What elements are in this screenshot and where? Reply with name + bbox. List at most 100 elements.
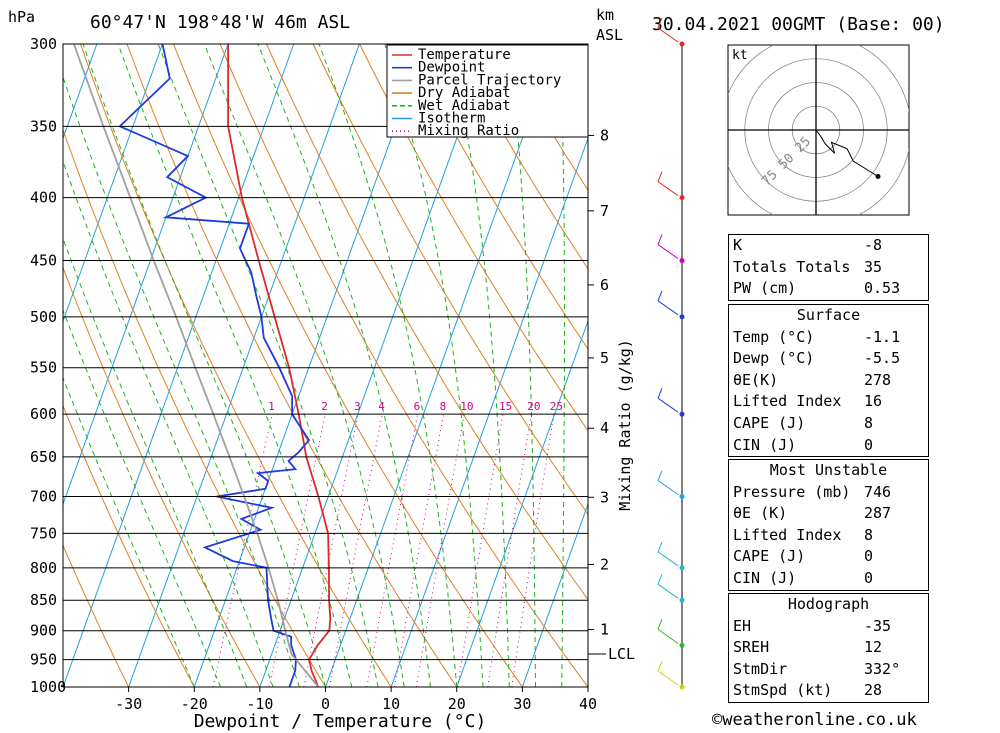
index-row-k: K -8 [729,235,928,257]
wind-level-dot [679,314,685,320]
wind-barb-flag [657,541,663,553]
index-label: PW (cm) [733,279,797,298]
surface-row: θE(K) 278 [729,370,928,392]
wind-barb [657,480,679,495]
mixing-ratio-label: 25 [550,400,563,413]
wind-barb [657,583,679,599]
mu-label: CAPE (J) [733,547,806,566]
wet-adiabat-line [449,44,510,687]
mixing-ratio-line [394,414,445,687]
km-tick-label: 4 [600,419,609,437]
x-tick-label: 10 [382,695,400,713]
asl-units: ASL [596,26,623,44]
copyright-footer[interactable]: ©weatheronline.co.uk [712,710,917,730]
hodo-value: 332° [864,659,901,678]
legend-label: Dry Adiabat [418,85,511,101]
pressure-tick-label: 700 [30,488,57,506]
pressure-tick-label: 750 [30,524,57,542]
surface-value: 16 [864,392,883,411]
wind-level-dot [679,258,685,264]
mu-row: CIN (J) 0 [729,568,928,590]
mu-value: 287 [864,504,892,523]
pressure-tick-label: 650 [30,448,57,466]
hodograph-end-point [875,174,881,179]
wet-adiabat-line [63,160,274,687]
mu-label: CIN (J) [733,568,797,587]
hodo-row: StmDir 332° [729,659,928,681]
surface-value: -1.1 [864,327,901,346]
dry-adiabat-line [359,44,588,432]
wet-adiabat-line [203,44,405,687]
isotherm-line [390,136,588,687]
wind-barb-flag [657,388,663,399]
legend-label: Wet Adiabat [418,98,511,114]
surface-label: Dewp (°C) [733,349,815,368]
surface-row: Temp (°C) -1.1 [729,327,928,349]
pressure-tick-label: 800 [30,559,57,577]
surface-label: Temp (°C) [733,327,815,346]
hodograph-units: kt [732,48,748,63]
wind-barb [657,300,679,316]
index-label: Totals Totals [733,257,851,276]
wind-barb [657,551,679,567]
wind-barb-flag [657,619,663,630]
wind-barb-flag [657,171,663,182]
wind-barb-flag [657,17,663,29]
km-tick-label: 7 [600,202,609,220]
mu-row: Lifted Index 8 [729,525,928,547]
wet-adiabat-line [63,376,195,687]
wind-level-dot [679,565,685,571]
hodograph-panel: Hodograph EH -35 SREH 12 StmDir 332° StmSpd… [728,593,929,703]
legend-label: Isotherm [418,111,485,127]
y-axis-units: hPa [8,8,35,26]
wind-level-dot [679,494,685,500]
dry-adiabat-line [173,44,523,687]
isotherm-line [193,44,426,687]
mixing-ratio-label: 10 [460,400,473,413]
wind-level-dot [679,642,685,648]
dry-adiabat-line [918,44,1000,687]
pressure-tick-label: 500 [30,308,57,326]
mixing-ratio-label: 4 [378,400,385,413]
index-value: 0.53 [864,279,901,298]
hodo-label: StmSpd (kt) [733,681,833,700]
km-tick-label: 5 [600,349,609,367]
mixing-ratio-label: 6 [414,400,421,413]
surface-value: 0 [864,435,874,454]
isotherm-line [0,44,31,687]
mixing-ratio-label: 1 [268,400,275,413]
wind-barb-flag [657,574,663,585]
surface-label: CAPE (J) [733,413,806,432]
mixing-ratio-line [303,414,359,687]
km-tick-label: 6 [600,276,609,294]
mu-label: Lifted Index [733,525,842,544]
dry-adiabat-line [126,44,458,687]
datetime-title: 30.04.2021 00GMT (Base: 00) [652,14,945,35]
surface-row: Dewp (°C) -5.5 [729,348,928,370]
index-label: K [733,236,743,254]
dry-adiabat-line [312,44,588,516]
mixing-ratio-line [457,414,504,687]
hodo-value: 28 [864,681,883,700]
wind-barb [657,244,679,259]
hodo-row: EH -35 [729,616,928,638]
surface-panel: Surface Temp (°C) -1.1 Dewp (°C) -5.5 θE(K… [728,304,929,458]
wind-barb-flag [657,290,663,301]
km-units: km [596,6,614,24]
index-value: -8 [864,236,883,254]
wind-barb [657,181,679,197]
wind-barb [657,27,679,43]
most-unstable-panel: Most Unstable Pressure (mb) 746 θE (K) 287… [728,459,929,591]
hodo-label: StmDir [733,659,788,678]
hodo-label: EH [733,616,752,635]
dry-adiabat-line [80,44,392,687]
plot-frame [62,43,589,688]
mu-row: CAPE (J) 0 [729,546,928,568]
wind-barb [657,397,679,413]
dry-adiabat-line [63,544,130,687]
most-unstable-title: Most Unstable [769,461,888,479]
hodo-row: SREH 12 [729,637,928,659]
location-title: 60°47'N 198°48'W 46m ASL [90,12,350,33]
x-tick-label: -20 [181,695,208,713]
hodo-label: SREH [733,638,770,657]
